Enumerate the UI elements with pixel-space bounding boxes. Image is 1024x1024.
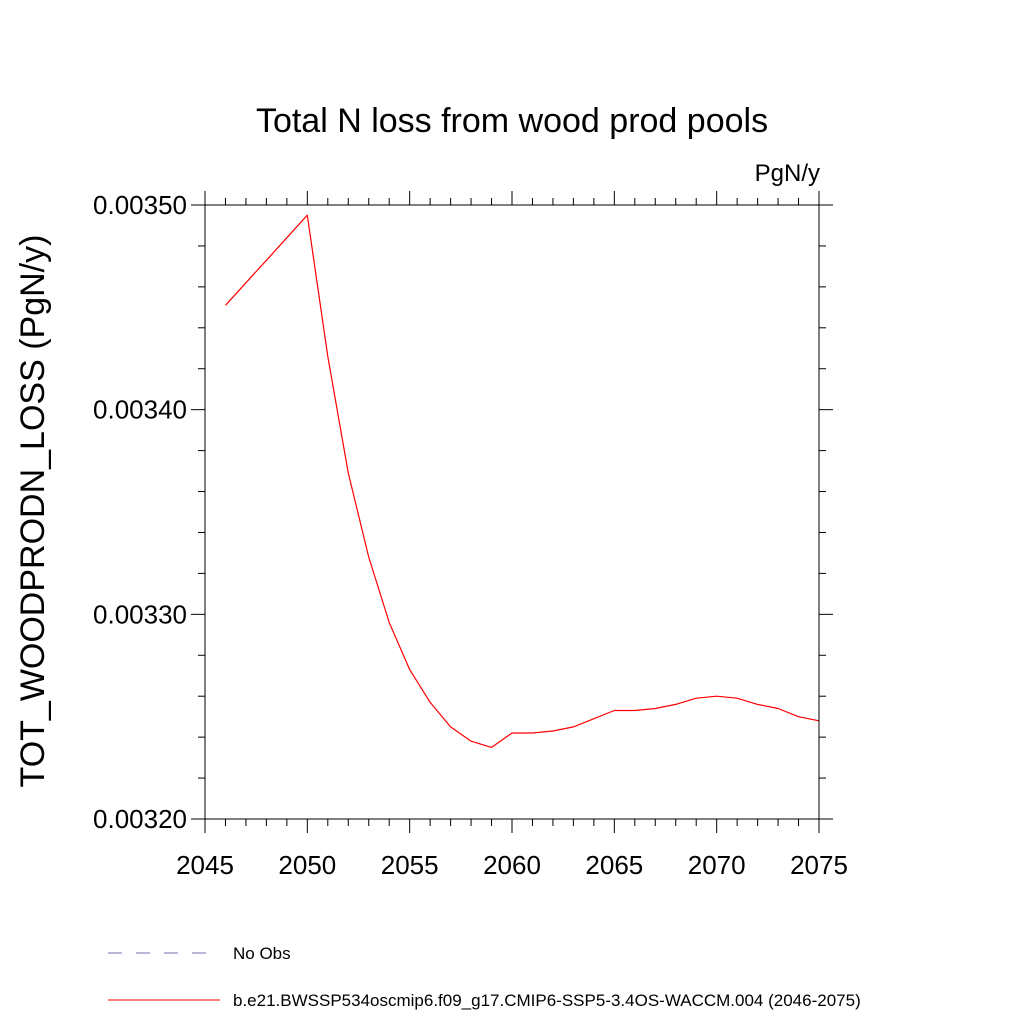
legend: No Obs b.e21.BWSSP534oscmip6.f09_g17.CMI… [108,944,861,1010]
y-tick-label: 0.00340 [93,395,187,425]
x-tick-label: 2050 [278,850,336,880]
plot-frame [204,204,820,820]
x-tick-label: 2060 [483,850,541,880]
y-tick-label: 0.00350 [93,190,187,220]
y-axis-label: TOT_WOODPRODN_LOSS (PgN/y) [14,235,52,788]
x-tick-label: 2075 [790,850,848,880]
axis-ticks [191,191,833,833]
series-layer [225,214,820,749]
axis-tick-labels: 2045 2050 2055 2060 2065 2070 2075 0.00320 0.003… [93,190,848,880]
units-label: PgN/y [755,160,820,187]
x-tick-label: 2065 [585,850,643,880]
y-tick-label: 0.00330 [93,599,187,629]
x-tick-label: 2055 [381,850,439,880]
x-tick-label: 2070 [688,850,746,880]
y-tick-label: 0.00320 [93,804,187,834]
series-line-1 [225,214,820,749]
legend-label-no-obs: No Obs [233,944,291,963]
legend-label-model: b.e21.BWSSP534oscmip6.f09_g17.CMIP6-SSP5… [233,991,861,1010]
chart-title: Total N loss from wood prod pools [256,102,768,140]
x-tick-label: 2045 [176,850,234,880]
